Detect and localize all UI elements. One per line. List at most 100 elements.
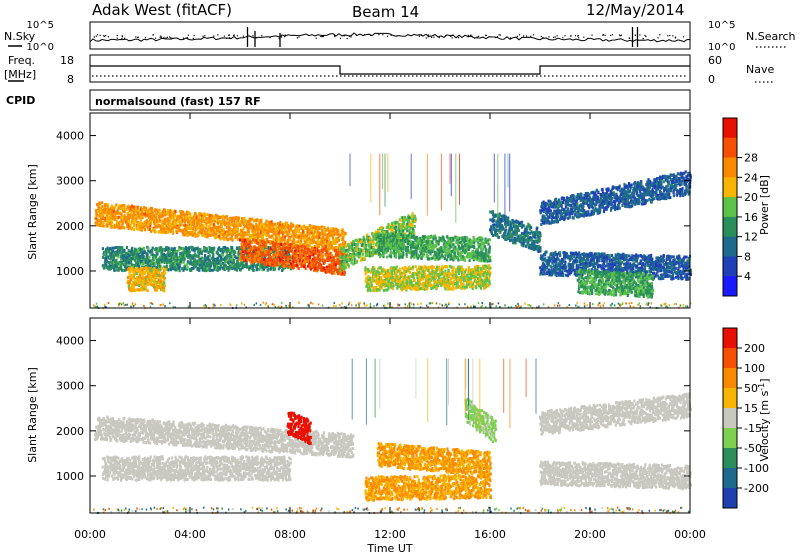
heatmap-cell [155,220,158,223]
heatmap-cell [306,240,309,244]
heatmap-cell [372,245,375,249]
heatmap-cell [184,214,188,218]
heatmap-cell [264,254,267,258]
heatmap-cell [219,237,222,241]
heatmap-cell [198,263,202,267]
heatmap-cell [145,223,148,227]
heatmap-cell [228,267,231,271]
heatmap-cell [236,227,239,230]
heatmap-cell [196,223,199,227]
nsky-label: N.Sky [4,30,36,43]
heatmap-cell [100,207,103,211]
heatmap-cell [275,239,279,243]
heatmap-cell [237,224,240,228]
heatmap-cell [361,252,364,256]
heatmap-cell [141,212,145,216]
heatmap-cell [119,226,122,230]
nsearch-dot [578,37,580,39]
heatmap-cell [231,246,234,250]
heatmap-cell [141,210,144,214]
nsearch-dot [562,37,564,39]
heatmap-cell [208,233,212,237]
heatmap-cell [109,213,113,216]
heatmap-cell [320,225,323,229]
heatmap-cell [265,234,268,238]
heatmap-cell [211,268,214,272]
nsearch-dot [339,37,342,39]
heatmap-cell [251,264,254,268]
heatmap-cell [223,221,226,225]
heatmap-cell [251,224,254,228]
heatmap-cell [168,260,171,264]
heatmap-cell [208,220,211,224]
station-title: Adak West (fitACF) [92,1,232,19]
heatmap-cell [140,256,144,259]
heatmap-cell [386,249,389,253]
heatmap-cell [110,210,113,213]
nsearch-dot [532,34,535,36]
nsearch-dot [284,34,286,36]
heatmap-cell [335,245,338,249]
heatmap-cell [212,229,215,233]
heatmap-cell [112,255,115,259]
heatmap-cell [269,235,272,239]
heatmap-cell [180,221,183,225]
heatmap-cell [236,223,239,226]
heatmap-cell [182,260,185,264]
heatmap-cell [332,229,336,232]
heatmap-cell [371,232,374,236]
heatmap-cell [112,225,115,229]
heatmap-cell [236,234,239,238]
heatmap-cell [390,255,393,259]
nsearch-dot [570,35,572,37]
nsearch-dot [485,34,487,36]
heatmap-cell [297,240,300,243]
heatmap-cell [201,268,204,272]
heatmap-cell [290,222,293,226]
heatmap-cell [189,254,192,257]
heatmap-cell [217,219,220,223]
heatmap-cell [108,219,111,223]
heatmap-cell [97,204,100,208]
heatmap-cell [245,262,248,266]
heatmap-cell [188,246,191,250]
heatmap-cell [288,248,291,252]
nsearch-dot [121,35,123,37]
heatmap-cell [153,219,156,223]
heatmap-cell [134,247,137,251]
heatmap-cell [123,269,126,272]
heatmap-cell [236,237,239,241]
heatmap-cell [205,222,208,226]
heatmap-cell [188,250,191,254]
heatmap-cell [260,220,263,224]
nsearch-dot [99,34,101,36]
heatmap-cell [184,250,187,254]
heatmap-cell [338,244,341,247]
heatmap-cell [158,261,161,265]
heatmap-cell [200,219,203,223]
heatmap-cell [296,263,299,267]
heatmap-cell [313,230,316,234]
heatmap-cell [372,238,375,242]
heatmap-cell [413,225,416,228]
heatmap-cell [125,218,128,222]
heatmap-cell [131,216,134,220]
heatmap-cell [174,210,177,214]
heatmap-cell [216,228,219,232]
heatmap-cell [129,252,133,255]
heatmap-cell [308,242,312,246]
heatmap-cell [138,224,141,227]
heatmap-cell [249,240,252,244]
heatmap-cell [185,267,188,271]
heatmap-cell [176,226,179,229]
heatmap-cell [172,213,175,217]
heatmap-cell [281,225,284,229]
heatmap-cell [127,252,130,256]
heatmap-cell [136,220,139,224]
heatmap-cell [197,226,200,229]
heatmap-cell [336,236,339,240]
nsearch-dot [355,34,358,36]
heatmap-cell [170,224,173,228]
heatmap-cell [101,247,104,251]
heatmap-cell [147,258,150,262]
